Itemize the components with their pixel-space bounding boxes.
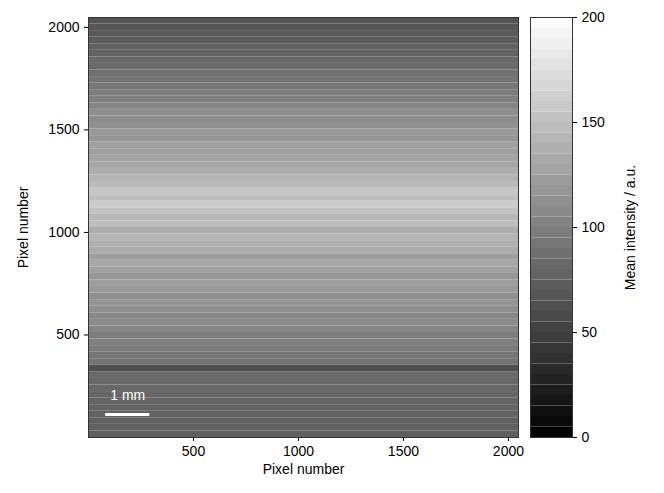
svg-text:1 mm: 1 mm (110, 387, 145, 403)
svg-text:1500: 1500 (48, 121, 79, 137)
svg-text:500: 500 (56, 326, 80, 342)
svg-text:Pixel number: Pixel number (15, 186, 31, 268)
svg-text:50: 50 (582, 324, 598, 340)
svg-text:500: 500 (182, 443, 206, 459)
svg-text:2000: 2000 (493, 443, 524, 459)
svg-text:2000: 2000 (48, 19, 79, 35)
svg-text:100: 100 (582, 219, 606, 235)
svg-text:Mean intensity / a.u.: Mean intensity / a.u. (622, 165, 638, 290)
svg-text:200: 200 (582, 9, 606, 25)
svg-text:150: 150 (582, 114, 606, 130)
svg-text:1000: 1000 (48, 224, 79, 240)
svg-text:Pixel number: Pixel number (263, 461, 345, 477)
svg-text:1000: 1000 (283, 443, 314, 459)
svg-text:1500: 1500 (388, 443, 419, 459)
svg-text:0: 0 (582, 429, 590, 445)
